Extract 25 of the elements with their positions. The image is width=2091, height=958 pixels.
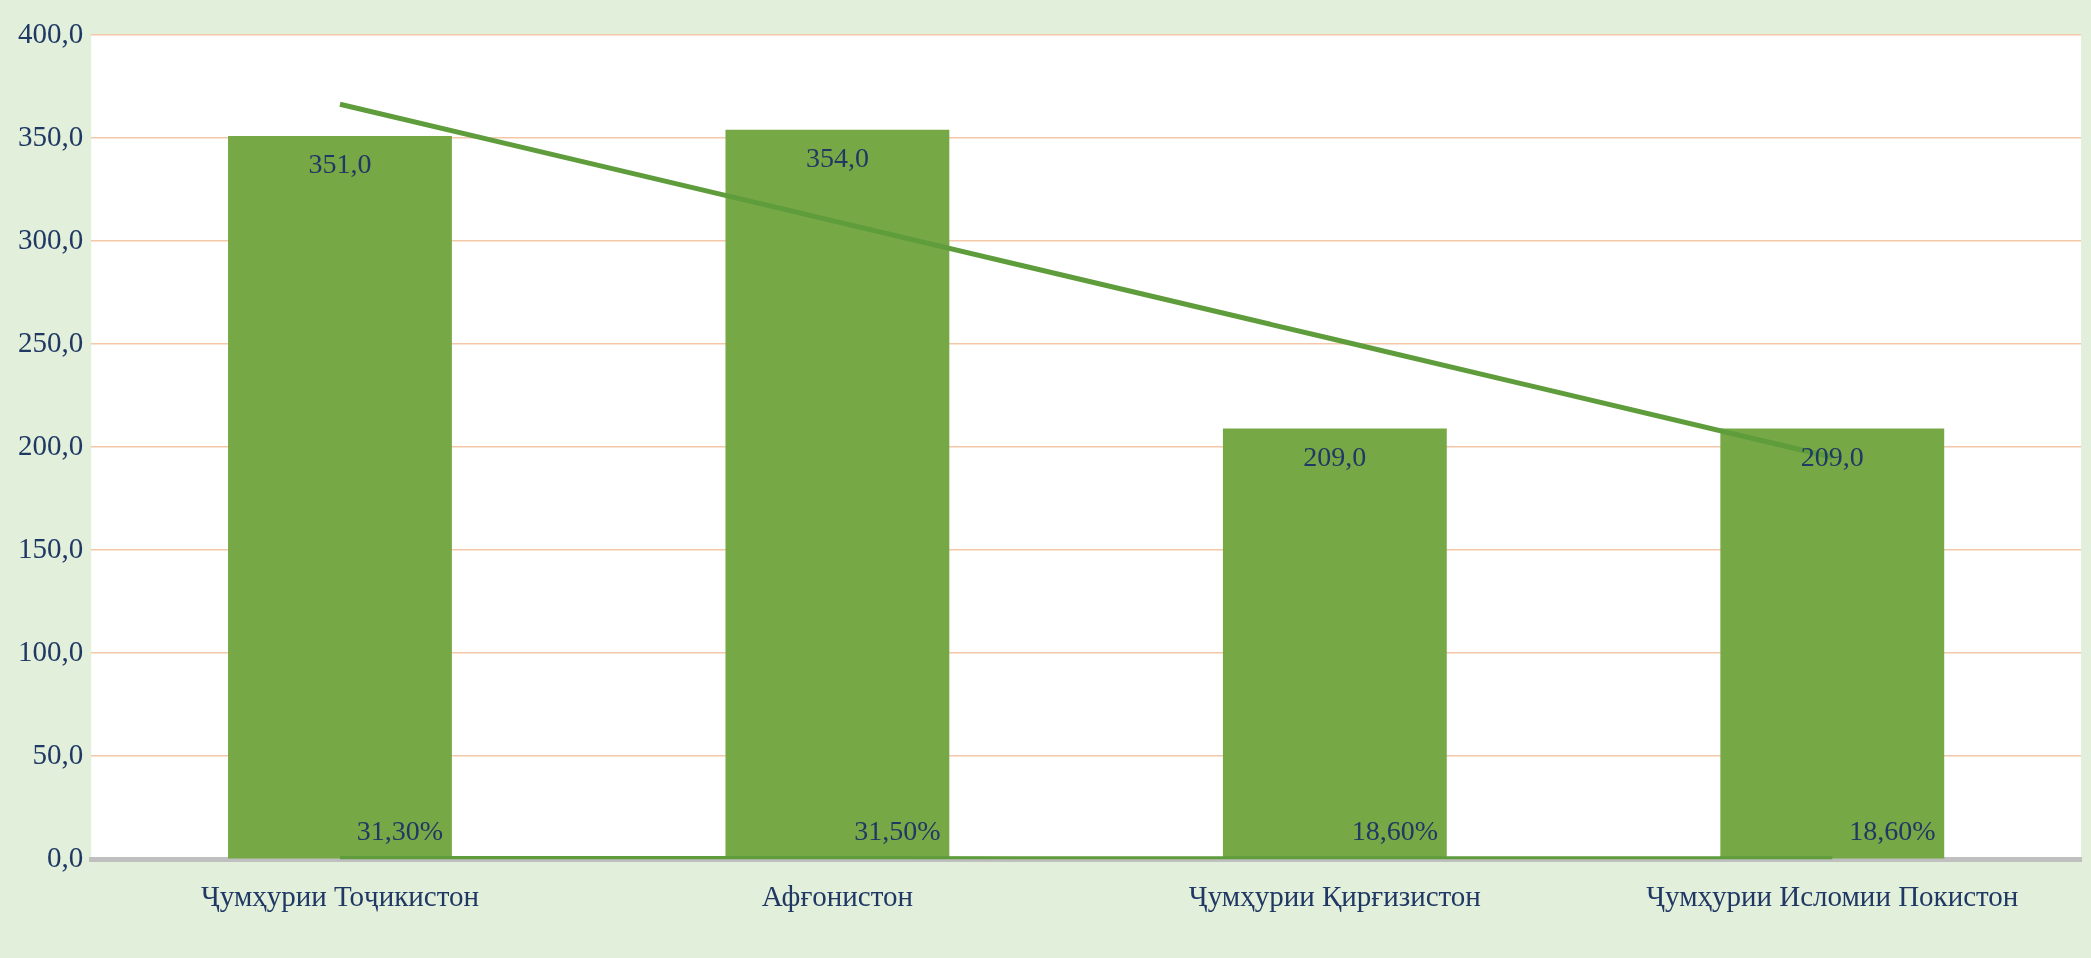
data-label: 31,30% — [356, 814, 444, 846]
data-label: 209,0 — [1303, 440, 1367, 472]
y-tick-label: 0,0 — [47, 840, 84, 873]
bar — [725, 129, 950, 859]
y-tick-label: 150,0 — [18, 531, 84, 564]
x-tick-label: Ҷумҳурии Исломии Покистон — [1646, 880, 2019, 913]
data-label: 18,60% — [1351, 815, 1439, 847]
x-tick-label: Ҷумҳурии Тоҷикистон — [200, 880, 479, 913]
y-tick-label: 200,0 — [18, 428, 84, 461]
x-tick-label: Ҷумҳурии Қирғизистон — [1188, 880, 1481, 913]
bar — [228, 135, 452, 859]
data-label: 18,60% — [1849, 815, 1936, 847]
data-label: 31,50% — [854, 814, 941, 846]
data-label: 209,0 — [1800, 440, 1864, 472]
data-label: 354,0 — [805, 142, 869, 174]
x-tick-label: Афғонистон — [761, 880, 914, 913]
y-tick-label: 400,0 — [18, 16, 84, 49]
data-label: 351,0 — [308, 148, 372, 180]
bar — [1222, 428, 1447, 859]
bar — [1720, 428, 1945, 859]
y-tick-label: 250,0 — [18, 325, 84, 358]
y-tick-label: 100,0 — [18, 634, 84, 667]
y-tick-label: 50,0 — [32, 737, 84, 770]
y-tick-label: 350,0 — [18, 119, 84, 152]
y-tick-label: 300,0 — [18, 222, 84, 255]
